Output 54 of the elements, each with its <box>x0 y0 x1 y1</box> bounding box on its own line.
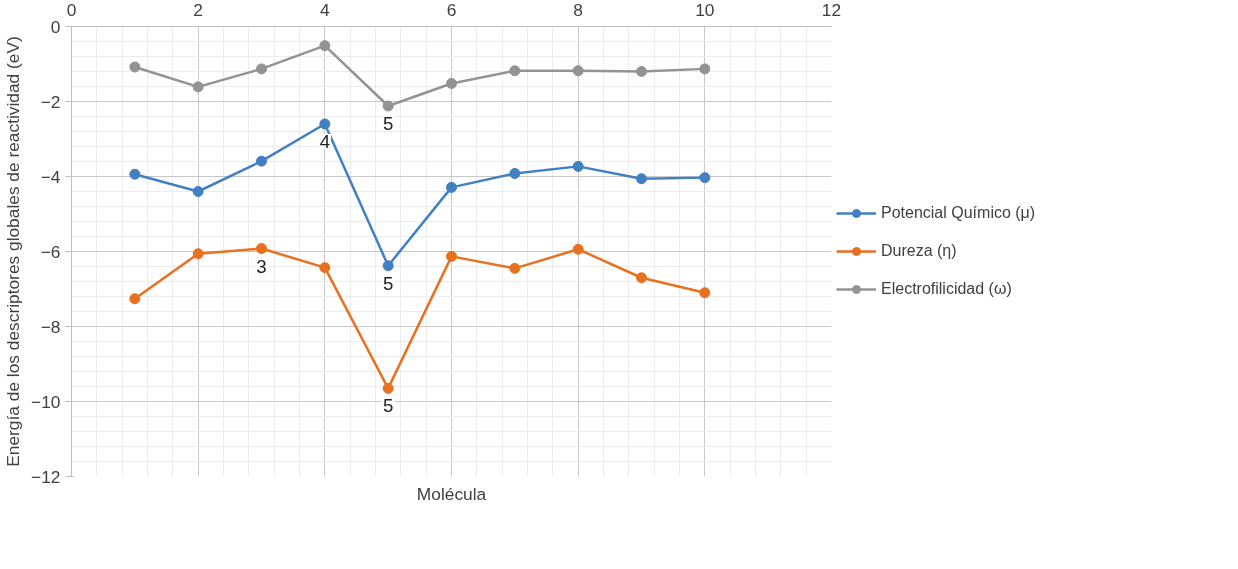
point <box>129 168 141 180</box>
point <box>446 181 457 193</box>
point <box>256 63 267 75</box>
point <box>446 250 457 262</box>
legend-label: Electrofilicidad (ω) <box>881 280 1012 298</box>
x-tick-label: 8 <box>573 0 583 20</box>
point <box>699 287 711 299</box>
y-tick-label: −4 <box>40 166 61 187</box>
point <box>382 382 394 394</box>
x-axis-title: Molécula <box>416 483 487 504</box>
x-tick-label: 2 <box>193 0 203 20</box>
y-tick-label: −6 <box>40 241 61 262</box>
x-tick-label: 0 <box>66 0 77 20</box>
point <box>256 243 267 254</box>
annotation: 5 <box>382 395 394 417</box>
x-tick-label: 12 <box>821 0 842 20</box>
y-tick-label: 0 <box>50 16 61 37</box>
y-axis-title: Energía de los descriptores globales de reactividad (eV) <box>3 36 24 467</box>
y-tick-label: −10 <box>31 391 61 412</box>
point <box>572 65 584 77</box>
y-tick-label: −8 <box>40 316 61 337</box>
point <box>636 66 647 77</box>
legend-label: Potencial Químico (μ) <box>881 204 1036 222</box>
x-tick-label: 6 <box>446 0 457 20</box>
y-tick-label: −12 <box>31 466 61 487</box>
point <box>636 173 647 185</box>
point <box>699 172 711 184</box>
point <box>446 78 457 89</box>
x-tick-label: 4 <box>320 0 331 20</box>
y-tick-label: −2 <box>40 91 61 112</box>
annotation: 4 <box>319 131 331 152</box>
point <box>129 293 141 305</box>
point <box>382 100 394 112</box>
annotation: 5 <box>382 113 394 134</box>
point <box>256 155 267 167</box>
annotation: 5 <box>382 272 394 294</box>
point <box>509 65 521 77</box>
point <box>572 160 584 172</box>
point <box>192 248 204 260</box>
point <box>319 262 331 274</box>
point <box>636 272 647 284</box>
annotation: 3 <box>256 255 267 277</box>
point <box>509 168 521 179</box>
legend-label: Dureza (η) <box>881 242 957 260</box>
point <box>699 63 711 75</box>
point <box>319 40 331 52</box>
x-tick-label: 10 <box>695 0 715 20</box>
point <box>129 61 141 73</box>
point <box>382 260 394 272</box>
point <box>509 262 521 274</box>
point <box>192 186 204 197</box>
point <box>319 118 331 130</box>
point <box>192 81 204 93</box>
point <box>572 243 584 255</box>
